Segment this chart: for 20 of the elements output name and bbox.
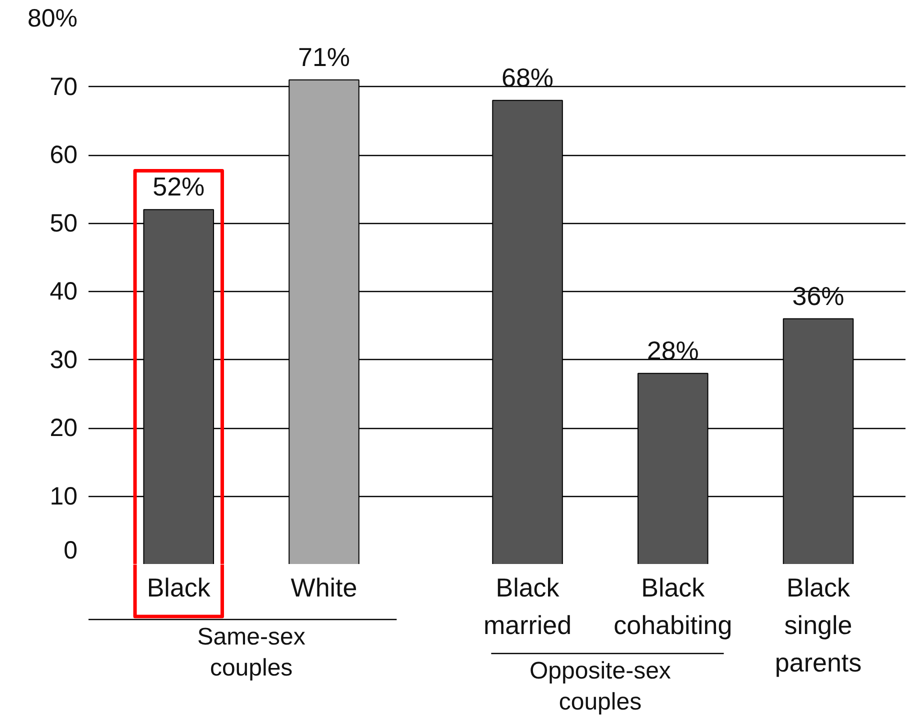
- text: Same-sex couples: [197, 624, 306, 682]
- x-tick-label: Black single parents: [774, 572, 862, 678]
- y-tick-label: 0: [64, 536, 78, 564]
- y-tick-label: 50: [50, 209, 78, 238]
- y-tick-label: 80%: [27, 4, 78, 32]
- x-tick-label: White: [290, 572, 358, 602]
- data-label: 28%: [646, 335, 699, 366]
- text: Opposite-sex couples: [530, 658, 671, 716]
- y-tick-label: 40: [50, 278, 78, 306]
- data-label: 52%: [152, 172, 205, 202]
- x-tick-label: Black married: [483, 572, 572, 640]
- y-tick-label: 20: [50, 414, 78, 442]
- y-tick-label: 60: [50, 141, 78, 169]
- y-tick-label: 70: [50, 72, 78, 101]
- data-label: 68%: [502, 62, 554, 92]
- y-tick-label: 10: [50, 482, 78, 510]
- data-label: 71%: [298, 42, 350, 72]
- y-tick-label: 30: [50, 346, 78, 374]
- x-tick-label: Black cohabiting: [614, 572, 732, 640]
- x-tick-label: Black: [146, 572, 212, 602]
